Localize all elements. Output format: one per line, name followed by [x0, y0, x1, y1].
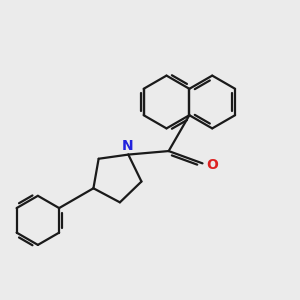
Text: O: O — [206, 158, 218, 172]
Text: N: N — [122, 139, 134, 153]
